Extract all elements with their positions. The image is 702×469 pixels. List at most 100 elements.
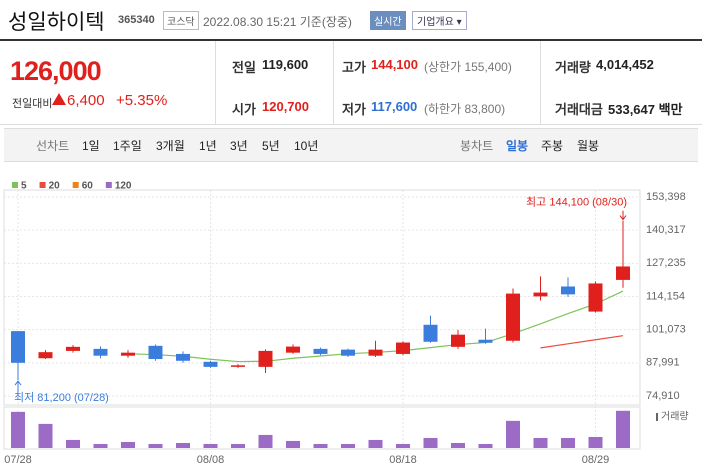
volume-bar: [121, 441, 135, 448]
y-tick-label: 87,991: [646, 357, 680, 369]
candle-body: [313, 348, 328, 354]
legend-label: 5: [21, 181, 27, 192]
volume-bar: [11, 411, 25, 448]
period-tab[interactable]: 5년: [262, 139, 280, 153]
x-tick-label: 08/08: [197, 454, 225, 466]
separator: [0, 39, 702, 41]
volume-legend-swatch: [656, 413, 658, 421]
y-tick-label: 153,398: [646, 191, 686, 203]
volume-bar: [588, 436, 603, 448]
legend-label: 20: [49, 181, 61, 192]
period-tab[interactable]: 1일: [82, 139, 100, 153]
candle-body: [423, 324, 438, 342]
period-tab[interactable]: 1주일: [113, 139, 142, 153]
tab-group-label: 봉차트: [460, 139, 494, 153]
x-tick-label: 08/29: [582, 454, 610, 466]
change-label: 전일대비: [12, 98, 53, 110]
datetime: 2022.08.30 15:21 기준(장중): [203, 13, 352, 30]
legend-label: 120: [115, 181, 132, 192]
quote-value: 117,600: [371, 99, 418, 114]
volume-bar: [313, 444, 328, 448]
period-tab[interactable]: 1년: [199, 139, 217, 153]
candle-body: [203, 361, 218, 367]
candle-body: [533, 292, 548, 297]
volume-bar: [561, 437, 575, 448]
quote-label: 시가: [232, 102, 256, 117]
y-tick-label: 114,154: [646, 290, 685, 302]
volume-bar: [423, 437, 438, 448]
legend-swatch: [12, 182, 18, 188]
quote-value: 144,100: [371, 57, 418, 72]
candle-body: [38, 352, 53, 359]
candle-body: [258, 350, 273, 367]
volume-bar: [93, 444, 108, 448]
quote-value: 533,647 백만: [608, 102, 683, 117]
volume-bar: [341, 444, 355, 448]
candle-body: [93, 348, 108, 356]
datetime-value: 2022.08.30 15:21: [203, 15, 297, 29]
volume-bar: [66, 439, 80, 448]
quote-label: 전일: [232, 60, 256, 75]
candle-body: [286, 346, 300, 353]
company-menu[interactable]: 기업개요 ▾: [412, 11, 467, 30]
realtime-button[interactable]: 실시간: [370, 11, 406, 30]
quote-label: 고가: [342, 60, 366, 75]
current-price: 126,000: [10, 56, 102, 86]
quote-value: 4,014,452: [596, 57, 654, 72]
volume-label: 거래량: [661, 411, 689, 423]
period-tab[interactable]: 10년: [294, 139, 319, 153]
candle-body: [561, 286, 575, 295]
candle-body: [368, 349, 383, 356]
volume-bar: [368, 439, 383, 448]
candle-tab[interactable]: 주봉: [541, 139, 564, 153]
y-tick-label: 74,910: [646, 390, 680, 402]
ma-line: [540, 335, 624, 349]
volume-bar: [203, 444, 218, 448]
divider: [215, 41, 216, 125]
period-tab[interactable]: 3년: [230, 139, 248, 153]
candle-body: [148, 345, 163, 360]
x-tick-label: 08/18: [389, 454, 417, 466]
volume-bar: [286, 440, 300, 448]
quote-value: 120,700: [262, 99, 309, 114]
quote-label: 저가: [342, 102, 366, 117]
quote-note: (상한가 155,400): [424, 60, 512, 74]
quote-value: 119,600: [262, 57, 309, 72]
quote-note: (하한가 83,800): [424, 102, 506, 116]
menu-label: 기업개요: [417, 17, 454, 28]
volume-bar: [231, 444, 245, 448]
volume-bar: [148, 444, 163, 448]
candle-body: [66, 346, 80, 351]
y-tick-label: 140,317: [646, 224, 686, 236]
period-tab[interactable]: 3개월: [156, 139, 185, 153]
divider: [0, 124, 702, 125]
tab-bar: [4, 128, 698, 162]
plot-frame: [3, 189, 641, 406]
candle-tab[interactable]: 일봉: [506, 139, 529, 153]
volume-bar: [396, 444, 410, 448]
low-arrow-head: [14, 380, 22, 386]
candle-body: [231, 365, 245, 367]
low-annotation: 최저 81,200 (07/28): [14, 391, 109, 404]
market-badge: 코스닥: [163, 11, 199, 30]
change: 6,400: [52, 92, 105, 109]
y-tick-label: 101,073: [646, 324, 686, 336]
quote-label: 거래대금: [555, 102, 603, 117]
candle-body: [396, 342, 410, 354]
candle-body: [451, 334, 465, 347]
high-annotation: 최고 144,100 (08/30): [526, 195, 627, 208]
legend-label: 60: [82, 181, 94, 192]
volume-bar: [38, 423, 53, 448]
volume-bar: [506, 420, 520, 448]
candle-tab[interactable]: 월봉: [577, 139, 600, 153]
divider: [333, 41, 334, 125]
x-tick-label: 07/28: [4, 454, 32, 466]
volume-bar: [616, 410, 630, 448]
chart: 5 20 60 120 153,398 140,317 127,235 114,154 101,…: [3, 181, 689, 466]
up-icon: [52, 93, 66, 105]
volume-bar: [533, 437, 548, 448]
candle-body: [341, 349, 355, 356]
candle-body: [11, 331, 25, 363]
quote-label: 거래량: [555, 60, 591, 75]
